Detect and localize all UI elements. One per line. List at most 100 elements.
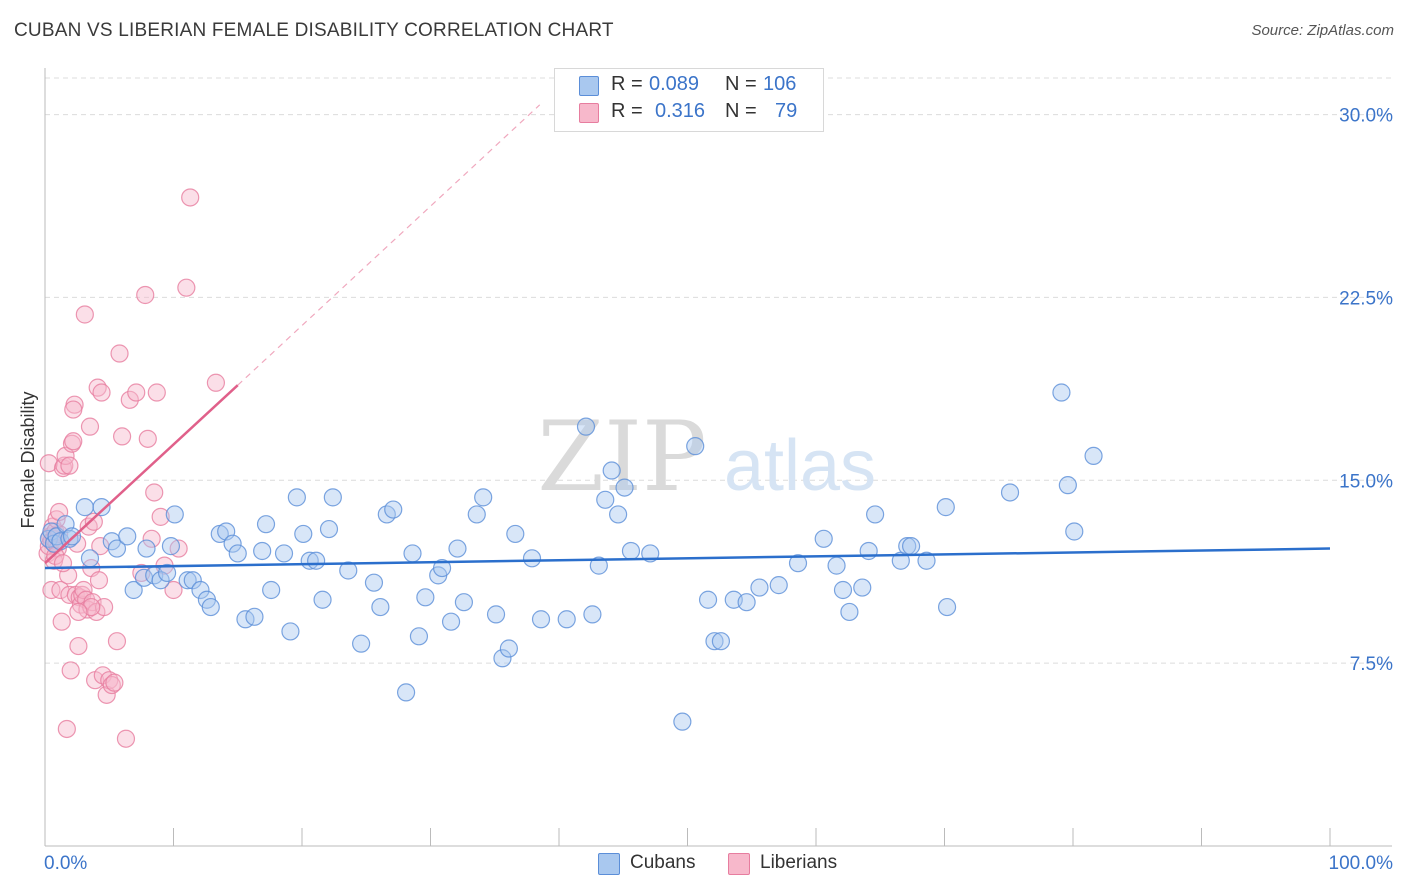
cuban-point [201, 597, 220, 617]
cuban-point [901, 537, 921, 556]
cuban-point [769, 576, 788, 595]
cuban-point [161, 537, 181, 556]
cuban-point [124, 580, 143, 600]
y-axis-label: Female Disability [18, 391, 38, 528]
cuban-point [673, 712, 692, 731]
liberian-point [105, 673, 124, 692]
cuban-point [557, 610, 576, 629]
liberians-swatch [579, 103, 599, 123]
cuban-point [576, 417, 596, 436]
cuban-point [307, 551, 326, 570]
liberian-point [64, 400, 83, 419]
liberian-point [112, 427, 132, 446]
cuban-point [531, 610, 551, 629]
cuban-point [339, 561, 358, 580]
data-points [38, 188, 1103, 748]
liberian-point [69, 636, 88, 656]
cuban-point [256, 515, 276, 534]
watermark: ZIP atlas [537, 401, 876, 513]
cuban-point [384, 500, 403, 519]
cuban-point [396, 683, 416, 702]
cuban-point [705, 632, 724, 651]
cuban-point [151, 571, 170, 590]
cuban-point [474, 488, 493, 507]
liberian-point [80, 417, 100, 436]
liberian-point [164, 580, 183, 600]
cuban-point [827, 556, 846, 575]
cuban-point [609, 505, 628, 524]
n-label: N = [725, 73, 757, 95]
cuban-point [118, 527, 137, 546]
cuban-point [371, 597, 390, 617]
cuban-point [287, 488, 306, 507]
liberian-point [95, 597, 114, 617]
cuban-point [294, 524, 313, 544]
watermark-atlas: atlas [724, 426, 876, 506]
cuban-point [403, 544, 422, 563]
liberian-point [147, 383, 166, 402]
cuban-point [441, 612, 461, 631]
liberian-point [60, 456, 79, 475]
cuban-point [157, 563, 177, 583]
cubans-r-value: 0.089 [649, 73, 700, 95]
liberian-point [79, 517, 98, 536]
cuban-point [416, 588, 435, 607]
cuban-point [583, 605, 602, 624]
liberian-point [61, 661, 80, 680]
liberian-point [138, 429, 157, 448]
cuban-point [711, 632, 731, 651]
tick-labels: 7.5% 15.0% 22.5% 30.0% 0.0% 100.0% Female Disa… [18, 106, 1393, 874]
x-tick-label: 0.0% [44, 853, 87, 874]
cuban-point [191, 580, 210, 600]
cubans-legend-swatch [598, 853, 620, 875]
cuban-point [245, 607, 264, 626]
cuban-point [1000, 483, 1020, 502]
cuban-point [698, 590, 718, 609]
r-label: R = [611, 73, 643, 95]
cuban-point [621, 541, 641, 561]
liberian-point [102, 675, 121, 695]
cuban-point [737, 593, 756, 612]
liberian-point [84, 512, 103, 531]
liberian-point [136, 285, 155, 305]
cuban-point [281, 622, 300, 641]
cuban-point [602, 461, 621, 480]
cuban-point [137, 539, 156, 558]
cuban-point [183, 571, 202, 590]
x-tick-label: 100.0% [1329, 853, 1394, 874]
cuban-point [596, 490, 615, 509]
cuban-point [352, 634, 371, 653]
y-tick-label: 15.0% [1339, 471, 1393, 492]
liberian-point [151, 507, 170, 526]
y-tick-label: 30.0% [1339, 106, 1393, 127]
liberian-point [116, 729, 136, 748]
r-label: R = [611, 100, 643, 122]
liberian-point [57, 719, 76, 739]
cuban-point [522, 549, 542, 568]
watermark-zip: ZIP [537, 401, 706, 513]
liberian-point [206, 373, 226, 392]
cuban-point [917, 551, 936, 570]
cuban-point [840, 602, 859, 622]
liberians-r-value: 0.316 [655, 100, 706, 122]
chart-title: CUBAN VS LIBERIAN FEMALE DISABILITY CORR… [14, 20, 614, 41]
cuban-point [589, 556, 608, 575]
cubans-legend-label: Cubans [630, 852, 696, 873]
cuban-point [92, 498, 111, 517]
cuban-point [223, 534, 242, 553]
liberian-point [53, 554, 73, 573]
liberian-point [89, 571, 109, 590]
cuban-point [253, 541, 272, 561]
cuban-point [506, 524, 525, 544]
cuban-point [814, 529, 833, 548]
cuban-point [178, 571, 197, 590]
liberians-trend-line [44, 384, 239, 565]
cuban-point [80, 549, 100, 568]
liberians-legend-swatch [728, 853, 750, 875]
cuban-point [454, 593, 474, 612]
liberian-point [127, 383, 146, 402]
cuban-point [686, 437, 705, 456]
cuban-point [432, 558, 452, 578]
liberians-trend-extension [237, 104, 541, 386]
